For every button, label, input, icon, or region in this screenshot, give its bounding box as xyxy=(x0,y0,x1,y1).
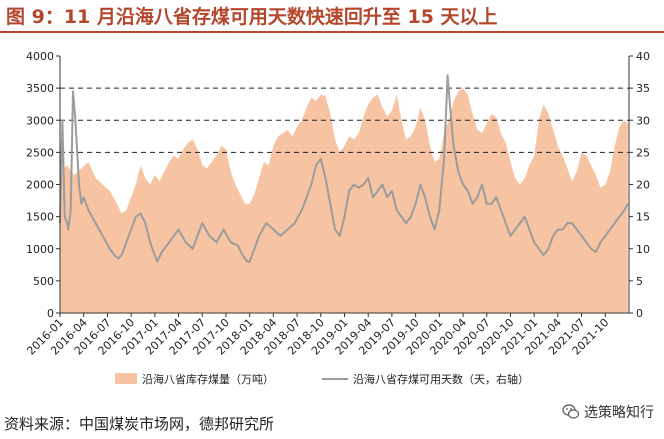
source-note: 资料来源：中国煤炭市场网，德邦研究所 xyxy=(4,415,275,433)
right-tick-label: 35 xyxy=(636,82,650,95)
x-tick-labels: 2016-012016-042016-072016-102017-012017-… xyxy=(24,316,611,358)
left-tick-label: 3000 xyxy=(26,114,54,127)
left-tick-label: 1000 xyxy=(26,243,54,256)
dual-axis-chart: 0 500 1000 1500 2000 2500 3000 3500 4000 0 5 10 15 20… xyxy=(24,50,650,386)
left-tick-label: 2000 xyxy=(26,179,54,192)
left-tick-label: 4000 xyxy=(26,50,54,63)
days-line-layer xyxy=(59,74,629,263)
right-tick-label: 0 xyxy=(636,307,643,320)
right-tick-label: 5 xyxy=(636,275,643,288)
days-line xyxy=(59,74,629,263)
legend-label-stock: 沿海八省库存煤量（万吨） xyxy=(142,372,274,386)
title-divider xyxy=(0,31,664,33)
stock-area-layer xyxy=(60,88,628,313)
left-tick-label: 3500 xyxy=(26,82,54,95)
stock-area xyxy=(60,88,628,313)
left-tick-label: 0 xyxy=(47,307,54,320)
watermark-text: 选策略知行 xyxy=(584,405,654,421)
legend: 沿海八省库存煤量（万吨） 沿海八省存煤可用天数（天，右轴） xyxy=(115,372,529,386)
left-tick-label: 2500 xyxy=(26,146,54,159)
left-tick-label: 1500 xyxy=(26,211,54,224)
legend-label-days: 沿海八省存煤可用天数（天，右轴） xyxy=(353,372,529,386)
watermark: 选策略知行 xyxy=(562,402,654,422)
left-tick-label: 500 xyxy=(33,275,54,288)
right-tick-label: 15 xyxy=(636,211,650,224)
legend-swatch-stock xyxy=(115,373,137,384)
right-tick-label: 25 xyxy=(636,146,650,159)
axes: 0 500 1000 1500 2000 2500 3000 3500 4000 0 5 10 15 20… xyxy=(26,50,650,320)
right-tick-label: 30 xyxy=(636,114,650,127)
wechat-icon xyxy=(562,404,580,419)
chart-title: 图 9：11 月沿海八省存煤可用天数快速回升至 15 天以上 xyxy=(6,6,498,28)
right-tick-label: 10 xyxy=(636,243,650,256)
right-tick-label: 40 xyxy=(636,50,650,63)
gridlines xyxy=(60,87,629,153)
right-tick-label: 20 xyxy=(636,179,650,192)
